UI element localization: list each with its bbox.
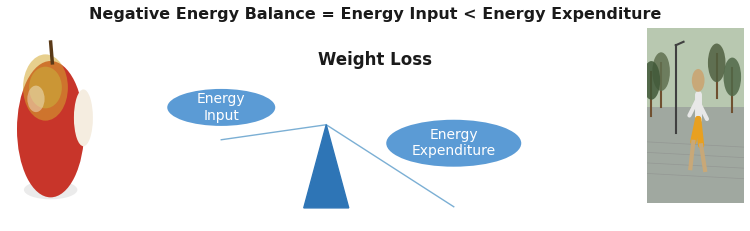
Ellipse shape: [24, 180, 77, 199]
Text: Energy
Expenditure: Energy Expenditure: [412, 128, 496, 158]
Ellipse shape: [167, 89, 275, 126]
Circle shape: [692, 69, 704, 92]
Ellipse shape: [386, 120, 521, 167]
Ellipse shape: [724, 58, 741, 96]
Polygon shape: [304, 125, 349, 208]
Ellipse shape: [74, 89, 93, 146]
FancyBboxPatch shape: [646, 28, 744, 107]
Ellipse shape: [652, 52, 670, 91]
Ellipse shape: [708, 43, 725, 82]
Text: Energy
Input: Energy Input: [197, 92, 245, 122]
Ellipse shape: [643, 61, 660, 100]
FancyBboxPatch shape: [646, 107, 744, 203]
Ellipse shape: [23, 54, 68, 121]
Ellipse shape: [27, 86, 44, 112]
Text: Negative Energy Balance = Energy Input < Energy Expenditure: Negative Energy Balance = Energy Input <…: [88, 7, 662, 22]
Text: Weight Loss: Weight Loss: [318, 51, 432, 69]
Ellipse shape: [17, 61, 84, 197]
Ellipse shape: [29, 67, 62, 108]
